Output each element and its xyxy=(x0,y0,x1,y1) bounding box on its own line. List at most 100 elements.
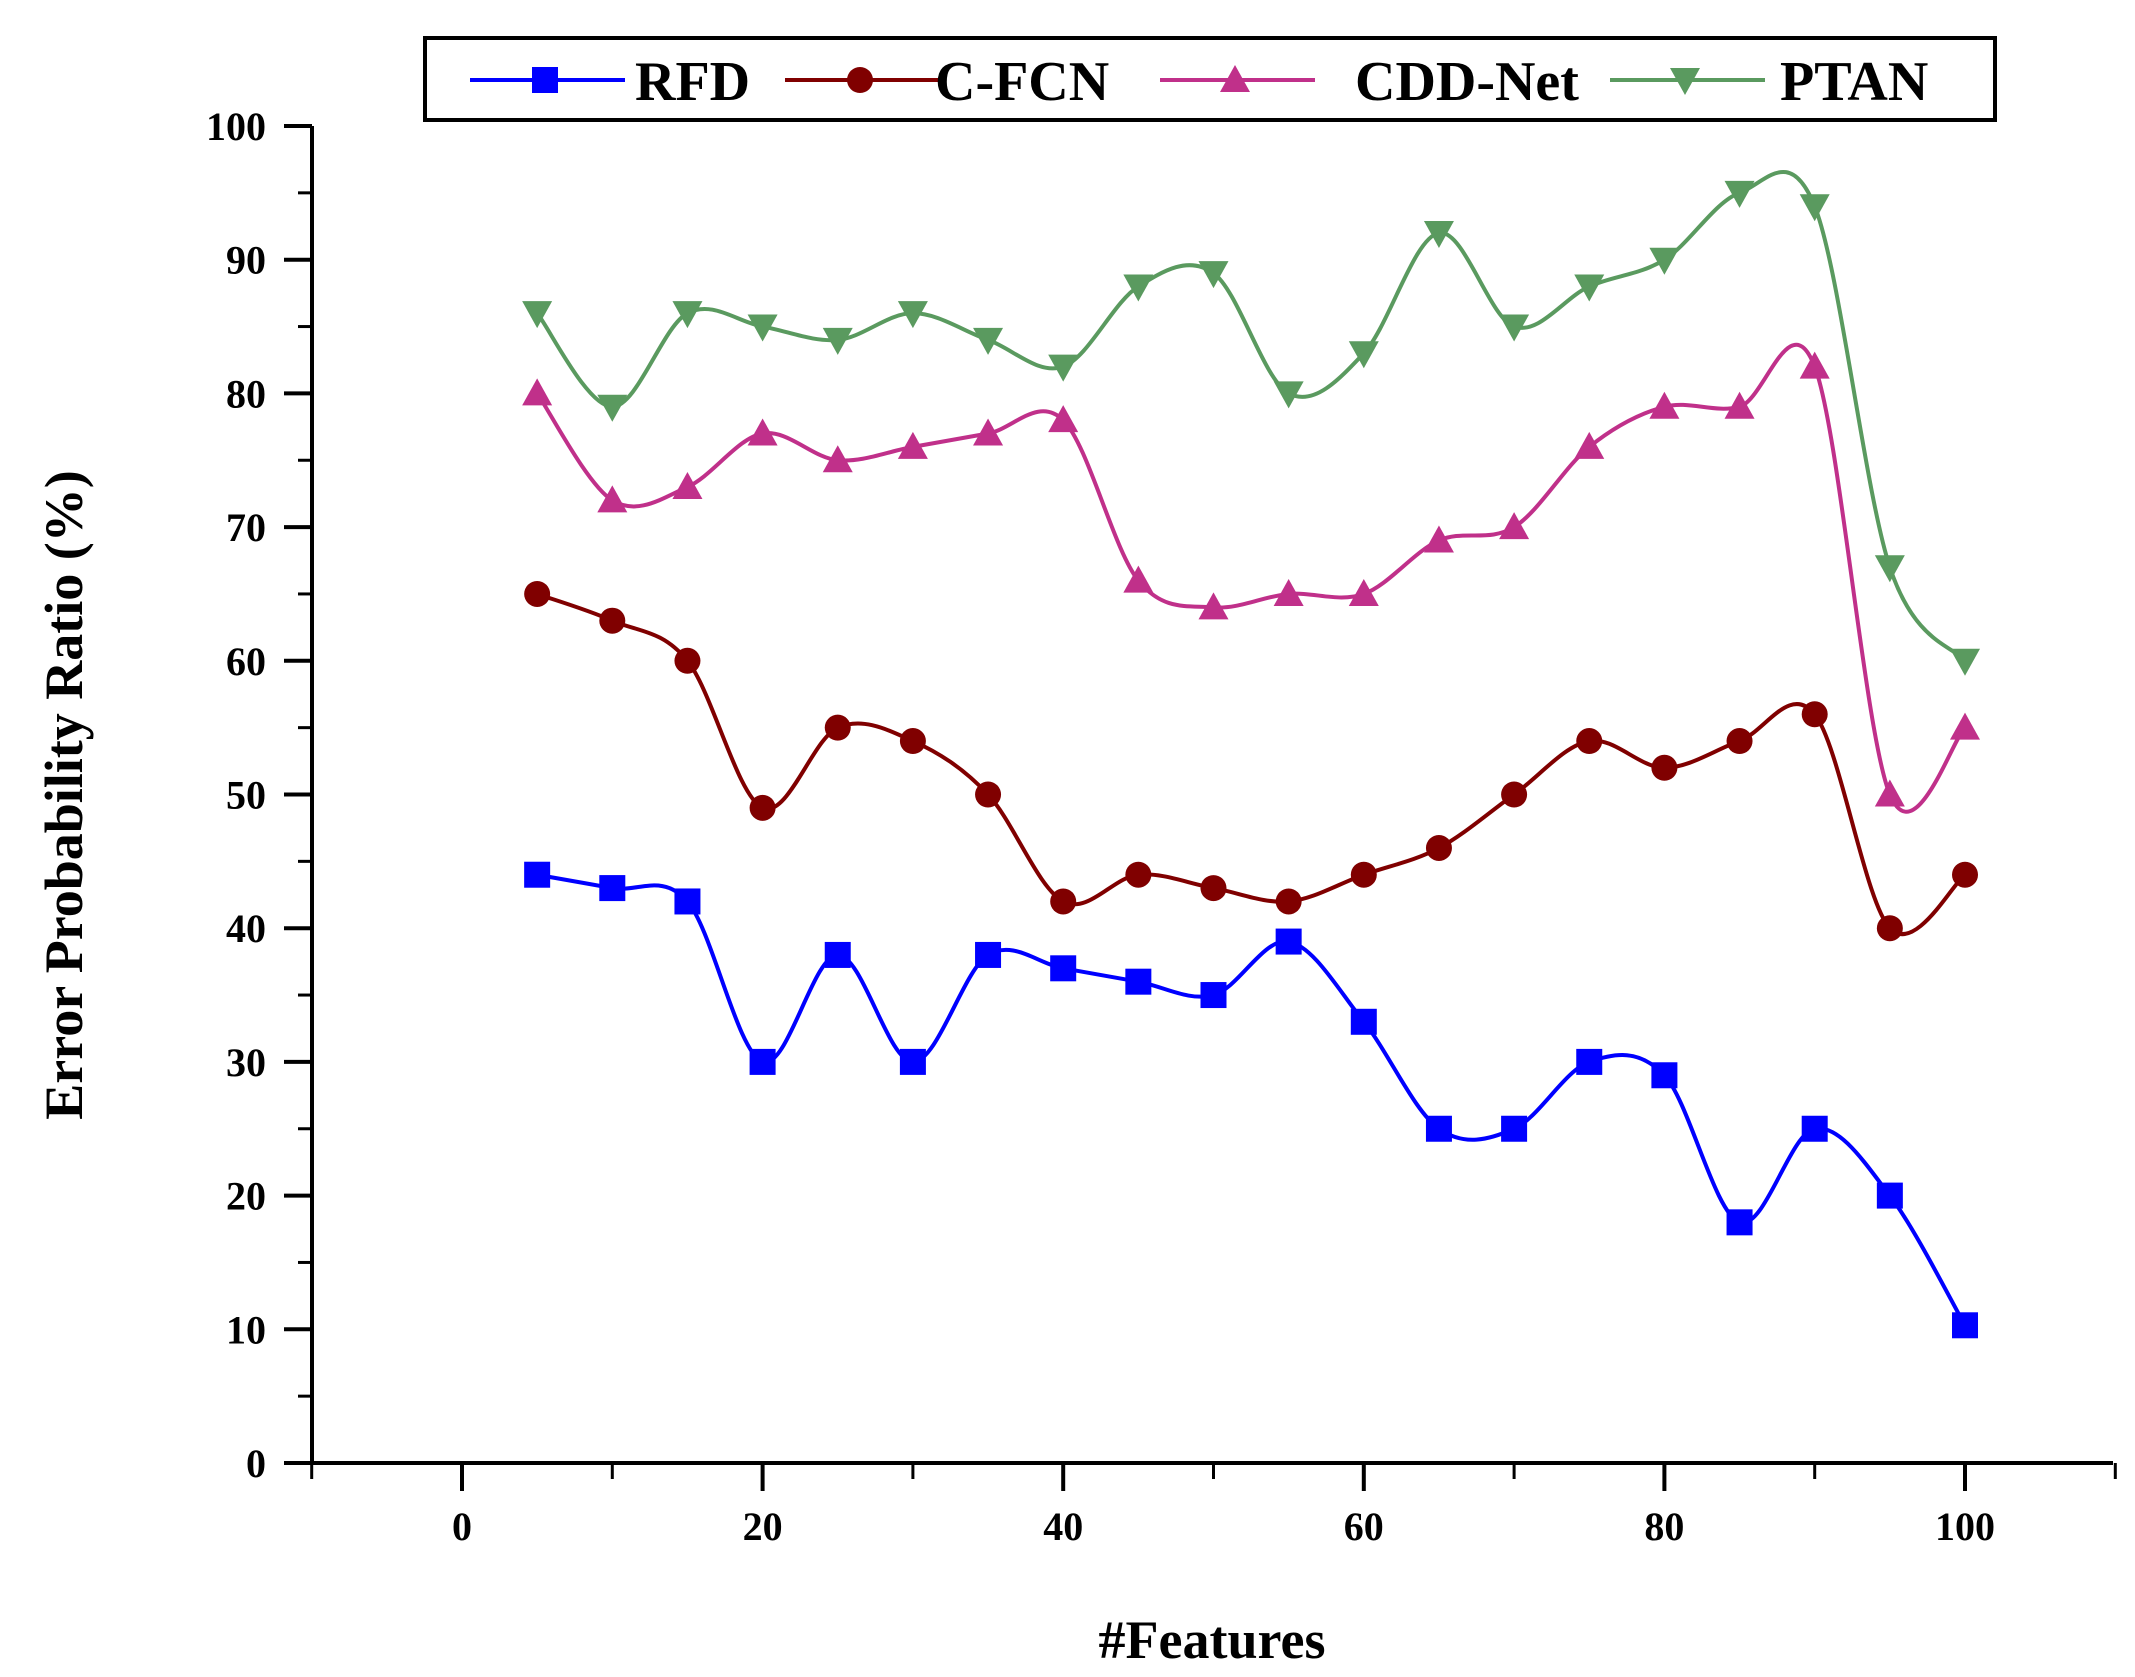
legend-marker-cdd-net xyxy=(1220,65,1250,92)
data-point-cdd-net xyxy=(747,418,778,446)
data-point-cdd-net xyxy=(522,378,553,406)
data-point-c-fcn xyxy=(975,781,1002,808)
data-point-c-fcn xyxy=(1501,781,1528,808)
data-point-rfd xyxy=(1651,1062,1678,1089)
y-tick-label: 70 xyxy=(226,505,266,550)
data-point-c-fcn xyxy=(1576,728,1603,755)
data-point-rfd xyxy=(1350,1008,1377,1035)
x-tick-label: 0 xyxy=(452,1504,472,1549)
x-tick-label: 40 xyxy=(1043,1504,1083,1549)
data-point-c-fcn xyxy=(674,647,701,674)
data-point-rfd xyxy=(1726,1209,1753,1236)
plot-area xyxy=(522,169,1980,1339)
data-point-cdd-net xyxy=(1574,431,1605,459)
legend-label-cdd-net: CDD-Net xyxy=(1355,51,1579,113)
series-line-c-fcn xyxy=(536,592,1967,937)
series-cdd-net xyxy=(522,342,1980,814)
x-ticks: 0 20 40 60 80 100 xyxy=(310,1463,2117,1549)
data-point-ptan xyxy=(1499,314,1530,342)
data-point-ptan xyxy=(1348,341,1379,369)
y-axis-title: Error Probability Ratio (%) xyxy=(34,470,94,1119)
data-point-cdd-net xyxy=(897,431,928,459)
data-point-cdd-net xyxy=(973,418,1004,446)
data-point-ptan xyxy=(1574,274,1605,302)
y-tick-label: 90 xyxy=(226,238,266,283)
data-point-ptan xyxy=(1273,381,1304,409)
y-tick-label: 100 xyxy=(206,104,266,149)
legend-label-ptan: PTAN xyxy=(1780,51,1928,113)
data-point-cdd-net xyxy=(1423,525,1454,553)
data-point-ptan xyxy=(897,301,928,329)
data-point-c-fcn xyxy=(1125,861,1152,888)
data-point-rfd xyxy=(1952,1312,1978,1339)
data-point-c-fcn xyxy=(1200,875,1227,902)
data-point-c-fcn xyxy=(1425,834,1452,861)
series-rfd xyxy=(524,861,1978,1339)
y-tick-label: 40 xyxy=(226,906,266,951)
x-tick-label: 100 xyxy=(1935,1504,1995,1549)
data-point-rfd xyxy=(824,941,851,968)
data-point-cdd-net xyxy=(597,485,628,513)
data-point-rfd xyxy=(599,875,626,902)
data-point-cdd-net xyxy=(1198,592,1229,620)
data-point-c-fcn xyxy=(524,580,551,607)
data-point-ptan xyxy=(1649,247,1680,275)
data-point-rfd xyxy=(1125,968,1152,995)
data-point-ptan xyxy=(822,327,853,355)
data-point-rfd xyxy=(1200,982,1227,1009)
data-point-rfd xyxy=(1576,1048,1603,1075)
x-tick-label: 80 xyxy=(1644,1504,1684,1549)
data-point-ptan xyxy=(1724,180,1755,208)
y-tick-label: 30 xyxy=(226,1040,266,1085)
legend-marker-c-fcn xyxy=(847,67,873,93)
data-point-cdd-net xyxy=(1799,351,1830,379)
data-point-c-fcn xyxy=(824,714,851,741)
data-point-cdd-net xyxy=(1724,391,1755,419)
data-point-rfd xyxy=(1050,955,1077,982)
data-point-c-fcn xyxy=(1050,888,1077,915)
series-ptan xyxy=(522,169,1980,676)
data-point-rfd xyxy=(1425,1115,1452,1142)
data-point-cdd-net xyxy=(672,471,703,499)
data-point-rfd xyxy=(524,861,551,888)
data-point-cdd-net xyxy=(1649,391,1680,419)
data-point-rfd xyxy=(1801,1115,1828,1142)
data-point-ptan xyxy=(1423,220,1454,248)
legend-marker-ptan xyxy=(1670,68,1700,95)
data-point-cdd-net xyxy=(1048,405,1079,433)
x-tick-label: 60 xyxy=(1344,1504,1384,1549)
data-point-c-fcn xyxy=(899,728,926,755)
data-point-ptan xyxy=(747,314,778,342)
data-point-rfd xyxy=(749,1048,776,1075)
y-tick-label: 60 xyxy=(226,639,266,684)
data-point-cdd-net xyxy=(1123,565,1154,593)
data-point-rfd xyxy=(975,941,1002,968)
y-tick-label: 50 xyxy=(226,773,266,818)
data-point-cdd-net xyxy=(1950,712,1980,740)
x-axis-title: #Features xyxy=(1099,1610,1326,1670)
data-point-ptan xyxy=(672,301,703,329)
data-point-cdd-net xyxy=(1874,779,1905,807)
data-point-c-fcn xyxy=(599,607,626,634)
legend-marker-rfd xyxy=(532,67,558,93)
data-point-rfd xyxy=(899,1048,926,1075)
data-point-c-fcn xyxy=(1726,728,1753,755)
data-point-ptan xyxy=(522,301,553,329)
data-point-cdd-net xyxy=(1273,578,1304,606)
data-point-c-fcn xyxy=(1876,915,1903,942)
axes: 0 10 20 30 40 50 60 70 80 90 100 0 20 40 60 80 100 #Fea… xyxy=(34,104,2117,1670)
data-point-rfd xyxy=(1501,1115,1528,1142)
data-point-c-fcn xyxy=(1651,754,1678,781)
data-point-cdd-net xyxy=(1348,578,1379,606)
data-point-rfd xyxy=(1876,1182,1903,1209)
y-tick-label: 0 xyxy=(246,1441,266,1486)
y-tick-label: 80 xyxy=(226,371,266,416)
series-line-cdd-net xyxy=(535,342,1967,814)
data-point-ptan xyxy=(597,394,628,422)
data-point-cdd-net xyxy=(1499,512,1530,540)
legend-label-c-fcn: C-FCN xyxy=(935,51,1109,113)
series-line-rfd xyxy=(536,872,1967,1327)
legend: RFD C-FCN CDD-Net PTAN xyxy=(423,36,1997,122)
data-point-c-fcn xyxy=(1275,888,1302,915)
